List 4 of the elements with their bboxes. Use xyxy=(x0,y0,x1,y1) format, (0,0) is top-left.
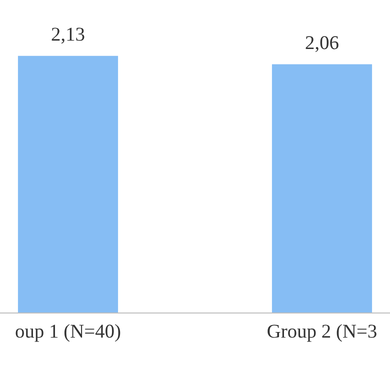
data-label: 2,06 xyxy=(306,36,338,52)
x-tick-label: Group 2 (N=3 xyxy=(268,324,376,342)
data-label: 2,13 xyxy=(52,28,84,44)
x-tick-label: oup 1 (N=40) xyxy=(16,324,120,342)
